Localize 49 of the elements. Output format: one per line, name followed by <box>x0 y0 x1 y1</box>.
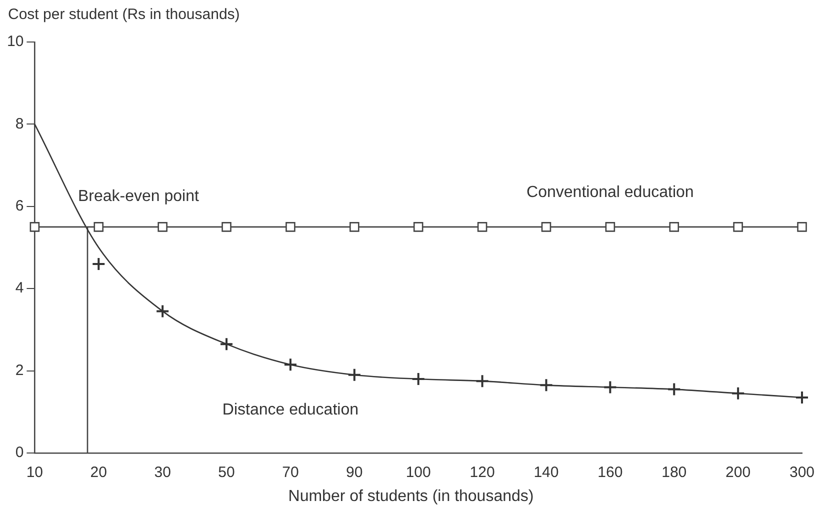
y-tick-label: 10 <box>6 33 24 50</box>
point <box>733 222 743 232</box>
y-tick-label: 8 <box>15 115 24 132</box>
x-tick-label: 70 <box>282 464 299 482</box>
y-tick-label: 0 <box>15 444 24 462</box>
point <box>347 368 362 382</box>
point <box>541 222 552 232</box>
point <box>539 378 554 392</box>
series-label: Distance education <box>222 402 359 419</box>
x-tick-label: 120 <box>470 464 495 482</box>
x-tick-label: 90 <box>346 464 363 482</box>
x-tick-label: 20 <box>90 464 107 482</box>
x-tick-label: 10 <box>26 464 44 482</box>
point <box>94 222 104 232</box>
point <box>731 386 746 400</box>
x-tick-label: 30 <box>154 464 171 482</box>
point <box>603 380 618 394</box>
point <box>795 390 809 405</box>
point <box>475 374 490 388</box>
point <box>158 222 168 232</box>
point <box>283 358 298 372</box>
point <box>477 222 488 232</box>
y-tick-label: 2 <box>15 362 24 379</box>
point <box>413 222 424 232</box>
y-tick-label: 4 <box>15 280 24 297</box>
point <box>220 337 234 352</box>
point <box>797 222 807 232</box>
x-tick-label: 160 <box>598 464 623 482</box>
x-tick-label: 140 <box>534 464 559 482</box>
point <box>605 222 616 232</box>
x-tick-label: 180 <box>662 464 687 482</box>
point <box>30 222 40 232</box>
point <box>667 382 682 396</box>
x-tick-label: 300 <box>789 464 815 482</box>
x-axis-title: Number of students (in thousands) <box>287 488 535 506</box>
point <box>350 222 360 232</box>
x-tick-label: 200 <box>726 464 751 482</box>
y-axis-title: Cost per student (Rs in thousands) <box>8 6 240 23</box>
point <box>669 222 680 232</box>
point <box>156 304 170 318</box>
y-tick-label: 6 <box>15 198 24 215</box>
point <box>411 372 426 386</box>
annotation: Break-even point <box>78 188 200 205</box>
point <box>286 222 296 232</box>
point <box>222 222 232 232</box>
x-tick-label: 100 <box>406 464 431 482</box>
series-label: Conventional education <box>526 184 694 201</box>
x-tick-label: 50 <box>218 464 235 482</box>
point <box>92 256 106 271</box>
